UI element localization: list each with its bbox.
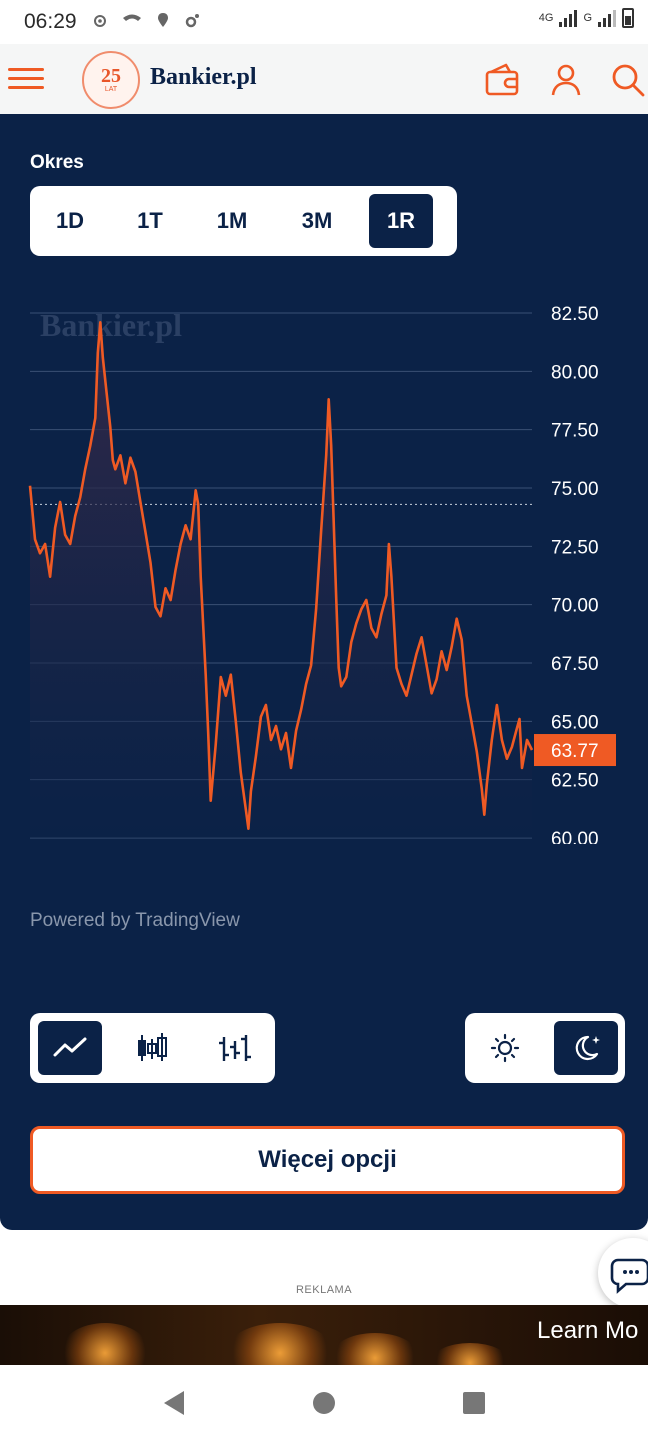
y-tick-label: 72.50 bbox=[551, 537, 599, 558]
y-tick-label: 82.50 bbox=[551, 304, 599, 325]
price-chart[interactable]: Bankier.pl 82.50 80.00 77.50 75.00 72.50 70.0… bbox=[0, 284, 648, 844]
period-1r[interactable]: 1R bbox=[369, 194, 433, 248]
period-label: Okres bbox=[30, 152, 84, 173]
period-3m[interactable]: 3M bbox=[301, 208, 333, 233]
app-header: 25 LAT Bankier.pl bbox=[0, 44, 648, 114]
chat-icon bbox=[610, 1258, 648, 1294]
status-right: 4G G bbox=[539, 8, 634, 28]
light-theme-button[interactable] bbox=[473, 1021, 537, 1075]
wallet-icon[interactable] bbox=[482, 60, 522, 100]
y-tick-label: 60.00 bbox=[551, 829, 599, 844]
notification-icons bbox=[92, 10, 201, 31]
more-options-button[interactable]: Więcej opcji bbox=[30, 1126, 625, 1194]
back-icon[interactable] bbox=[160, 1389, 188, 1417]
moon-icon bbox=[575, 1035, 600, 1061]
y-tick-label: 75.00 bbox=[551, 479, 599, 500]
candlestick-button[interactable] bbox=[120, 1021, 184, 1075]
period-1m[interactable]: 1M bbox=[216, 208, 248, 233]
powered-by[interactable]: Powered by TradingView bbox=[30, 910, 240, 931]
chat-button[interactable] bbox=[598, 1238, 648, 1308]
series-area bbox=[30, 322, 532, 838]
sun-icon bbox=[490, 1033, 520, 1063]
settings-icon bbox=[94, 15, 106, 28]
recents-icon[interactable] bbox=[462, 1391, 486, 1415]
period-selector: 1D 1T 1M 3M 1R bbox=[30, 186, 457, 256]
search-icon[interactable] bbox=[608, 60, 648, 100]
last-price-label: 63.77 bbox=[551, 741, 599, 762]
bar-chart-button[interactable] bbox=[202, 1021, 266, 1075]
chart-type-selector bbox=[30, 1013, 275, 1083]
anniversary-badge[interactable]: 25 LAT bbox=[82, 51, 140, 109]
status-bar: 06:29 4G G bbox=[0, 0, 648, 44]
dark-theme-button[interactable] bbox=[554, 1021, 618, 1075]
logo-text[interactable]: Bankier.pl bbox=[150, 64, 257, 90]
theme-selector bbox=[465, 1013, 625, 1083]
status-time: 06:29 bbox=[24, 10, 77, 33]
y-tick-label: 70.00 bbox=[551, 596, 599, 617]
series-line bbox=[28, 321, 534, 830]
line-chart-icon bbox=[53, 1037, 87, 1057]
y-tick-label: 62.50 bbox=[551, 771, 599, 792]
navigation-icon bbox=[123, 14, 142, 22]
badge-sub: LAT bbox=[104, 86, 118, 93]
period-1d[interactable]: 1D bbox=[55, 208, 85, 233]
ad-banner[interactable]: Learn Mo bbox=[0, 1305, 648, 1365]
chart-watermark: Bankier.pl bbox=[40, 307, 182, 343]
network-label-4g: 4G bbox=[538, 12, 554, 24]
y-axis: 82.50 80.00 77.50 75.00 72.50 70.00 67.50 65.00… bbox=[534, 304, 616, 844]
badge-number: 25 bbox=[101, 65, 121, 87]
y-tick-label: 67.50 bbox=[551, 654, 599, 675]
home-icon[interactable] bbox=[312, 1391, 336, 1415]
last-price-badge bbox=[534, 734, 616, 767]
location-pin-icon bbox=[158, 13, 169, 28]
system-nav-bar bbox=[0, 1365, 648, 1440]
menu-icon[interactable] bbox=[8, 68, 44, 90]
candlestick-icon bbox=[138, 1033, 167, 1061]
ad-label: REKLAMA bbox=[295, 1284, 353, 1296]
gear-icon bbox=[185, 14, 200, 28]
y-tick-label: 65.00 bbox=[551, 712, 599, 733]
network-label-g: G bbox=[583, 12, 592, 24]
bar-chart-icon bbox=[219, 1035, 251, 1061]
battery-icon bbox=[622, 8, 634, 28]
signal-icon bbox=[559, 9, 578, 27]
chart-plot bbox=[28, 321, 534, 838]
signal-icon-2 bbox=[598, 9, 616, 27]
period-1t[interactable]: 1T bbox=[137, 208, 163, 233]
line-chart-button[interactable] bbox=[38, 1021, 102, 1075]
chart-panel: Okres 1D 1T 1M 3M 1R Bankier.pl 82.50 80.… bbox=[0, 114, 648, 1230]
user-icon[interactable] bbox=[546, 60, 586, 100]
ad-text[interactable]: Learn Mo bbox=[537, 1317, 639, 1344]
y-tick-label: 77.50 bbox=[551, 421, 599, 442]
y-tick-label: 80.00 bbox=[551, 362, 599, 383]
